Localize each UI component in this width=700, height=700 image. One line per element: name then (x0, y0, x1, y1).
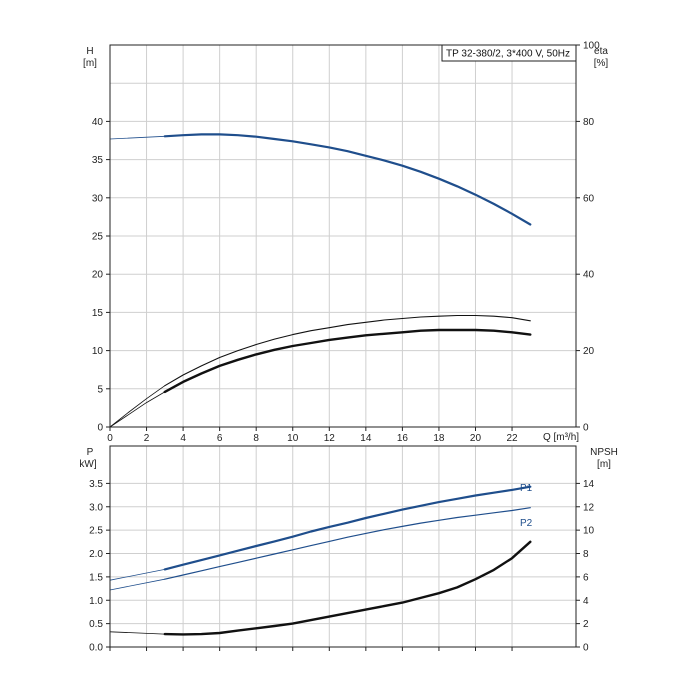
series-eta-thin-line (164, 314, 531, 387)
series-p2-extension (109, 578, 166, 591)
lower-right-tick-label: 12 (583, 502, 595, 513)
series-h-extension (109, 135, 166, 140)
series-npsh-line (163, 540, 532, 636)
x-tick-label: 12 (324, 433, 336, 444)
lower-right-tick-label: 0 (583, 643, 589, 654)
lower-right-tick-label: 10 (583, 526, 595, 537)
x-tick-label: 4 (180, 433, 186, 444)
upper-right-ticks: 0 20 40 60 80 100 (576, 41, 600, 434)
lower-grid (110, 446, 576, 647)
lower-left-tick-label: 0.0 (89, 643, 103, 654)
series-label-p1: P1 (520, 483, 533, 494)
upper-right-tick-label: 40 (583, 270, 595, 281)
series-p1-extension (109, 569, 166, 581)
q-axis-label: Q [m³/h] (543, 432, 579, 443)
series-eta-thin-extension (109, 385, 166, 428)
upper-grid (110, 45, 576, 427)
lower-right-tick-label: 14 (583, 479, 595, 490)
eta-axis-name: eta (594, 46, 608, 57)
x-tick-label: 20 (470, 433, 482, 444)
p-axis-unit: kW] (79, 459, 96, 470)
lower-left-tick-label: 1.0 (89, 596, 103, 607)
x-tick-label: 10 (287, 433, 299, 444)
lower-left-tick-label: 2.0 (89, 549, 103, 560)
npsh-axis-unit: [m] (597, 459, 611, 470)
series-p1-line (163, 485, 532, 571)
eta-axis-unit: [%] (594, 58, 609, 69)
upper-panel: 0 5 10 15 20 25 30 35 40 0 20 40 60 80 100 0 2 4 6 8 10 12 1… (83, 41, 608, 445)
upper-left-tick-label: 40 (92, 117, 104, 128)
upper-series (109, 133, 532, 428)
series-p2-line (164, 507, 531, 580)
upper-left-tick-label: 5 (97, 384, 103, 395)
upper-left-ticks: 0 5 10 15 20 25 30 35 40 (92, 117, 110, 434)
h-axis-unit: [m] (83, 58, 97, 69)
lower-left-tick-label: 3.0 (89, 502, 103, 513)
upper-left-tick-label: 0 (97, 423, 103, 434)
upper-right-tick-label: 0 (583, 423, 589, 434)
x-tick-label: 16 (397, 433, 409, 444)
lower-plot-area (110, 446, 576, 647)
upper-left-tick-label: 25 (92, 232, 104, 243)
x-tick-label: 18 (433, 433, 445, 444)
x-tick-label: 22 (506, 433, 518, 444)
lower-right-ticks: 0 2 4 6 8 10 12 14 (576, 479, 595, 654)
lower-x-ticks (109, 647, 513, 651)
legend-text: TP 32-380/2, 3*400 V, 50Hz (446, 49, 570, 60)
upper-left-tick-label: 10 (92, 346, 104, 357)
lower-left-tick-label: 3.5 (89, 479, 103, 490)
upper-right-tick-label: 20 (583, 346, 595, 357)
upper-right-tick-label: 60 (583, 193, 595, 204)
lower-left-tick-label: 2.5 (89, 526, 103, 537)
npsh-axis-name: NPSH (590, 447, 618, 458)
lower-right-tick-label: 2 (583, 619, 589, 630)
upper-right-tick-label: 100 (583, 41, 600, 52)
lower-right-tick-label: 6 (583, 572, 589, 583)
series-label-p2: P2 (520, 518, 533, 529)
upper-right-tick-label: 80 (583, 117, 595, 128)
lower-right-tick-label: 8 (583, 549, 589, 560)
lower-panel: 0.0 0.5 1.0 1.5 2.0 2.5 3.0 3.5 0 2 4 6 8 10 12 14 P k… (79, 445, 618, 654)
series-eta-thick-extension (109, 391, 166, 428)
lower-right-tick-label: 4 (583, 596, 589, 607)
lower-left-tick-label: 1.5 (89, 572, 103, 583)
upper-left-tick-label: 35 (92, 155, 104, 166)
x-tick-label: 2 (144, 433, 150, 444)
upper-x-ticks: 0 2 4 6 8 10 12 14 16 18 20 22 (107, 427, 518, 444)
legend-box (441, 44, 577, 62)
series-npsh-extension (109, 631, 166, 635)
series-eta-thick-line (163, 328, 532, 394)
p-axis-name: P (87, 447, 94, 458)
lower-left-tick-label: 0.5 (89, 619, 103, 630)
h-axis-name: H (86, 46, 93, 57)
lower-plot-frame (109, 445, 577, 648)
upper-left-tick-label: 20 (92, 270, 104, 281)
lower-left-ticks: 0.0 0.5 1.0 1.5 2.0 2.5 3.0 3.5 (89, 479, 110, 654)
x-tick-label: 14 (360, 433, 372, 444)
x-tick-label: 6 (217, 433, 223, 444)
lower-series (109, 485, 532, 636)
x-tick-label: 0 (107, 433, 113, 444)
upper-left-tick-label: 15 (92, 308, 104, 319)
series-h-line (163, 133, 532, 226)
x-tick-label: 8 (253, 433, 259, 444)
upper-left-tick-label: 30 (92, 193, 104, 204)
